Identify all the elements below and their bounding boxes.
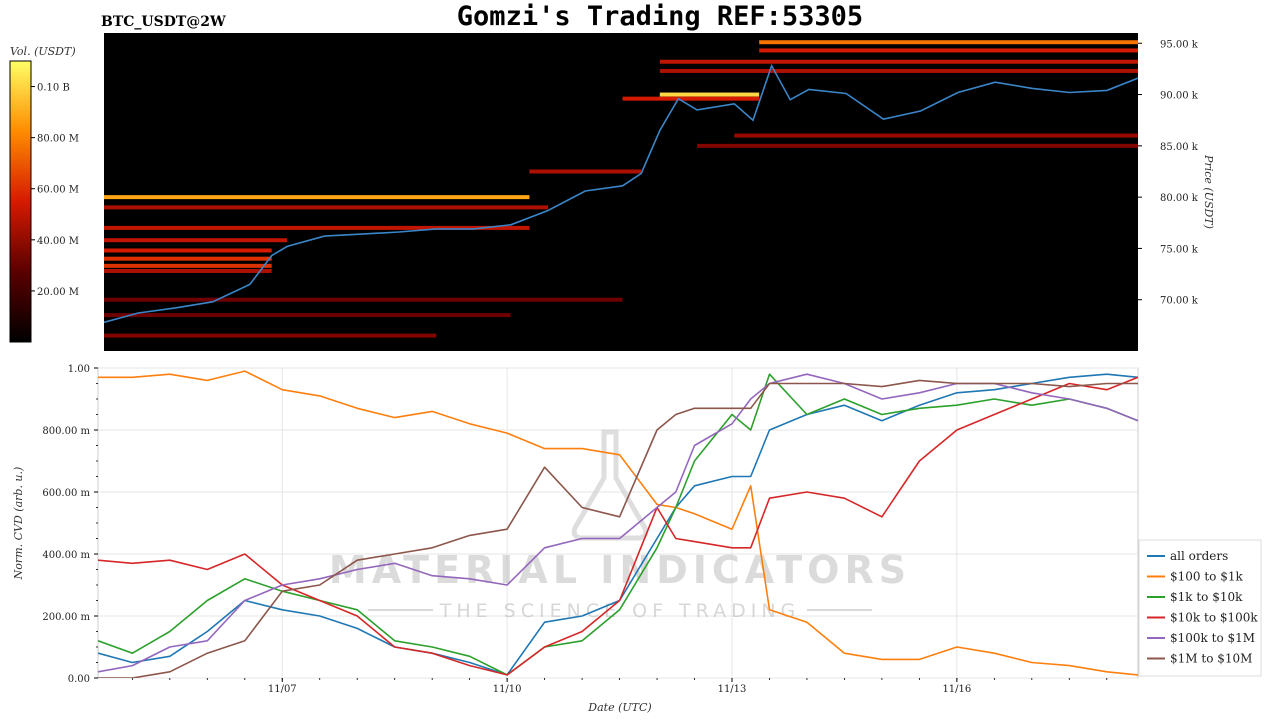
liquidity-wall [759, 48, 1138, 53]
liquidity-wall [104, 195, 530, 200]
series-line [98, 373, 1138, 676]
colorbar-tick-label: 60.00 M [37, 185, 79, 196]
legend-entry: $1k to $10k [1170, 590, 1243, 604]
liquidity-wall [104, 256, 272, 261]
liquidity-wall [659, 92, 760, 97]
cvd-tick-label: 0.00 [68, 674, 90, 685]
date-tick-label: 11/07 [268, 684, 297, 695]
legend-entry: all orders [1170, 549, 1228, 563]
price-tick-label: 70.00 k [1160, 296, 1199, 307]
colorbar-label: Vol. (USDT) [10, 45, 76, 58]
legend-entry: $100 to $1k [1170, 570, 1243, 584]
liquidity-wall [104, 333, 437, 338]
cvd-axis-label: Norm. CVD (arb. u.) [12, 467, 25, 581]
liquidity-heatmap: 70.00 k 75.00 k 80.00 k 85.00 k 90.00 k 95.00… [104, 33, 1215, 351]
cvd-tick-label: 1.00 [68, 364, 90, 375]
legend-entry: $1M to $10M [1170, 652, 1252, 666]
liquidity-wall [734, 133, 1138, 138]
cvd-plot-area [97, 367, 1139, 679]
price-axis-label: Price (USDT) [1202, 154, 1215, 229]
price-tick-label: 80.00 k [1160, 193, 1199, 204]
liquidity-wall [104, 297, 623, 302]
colorbar-tick-label: 0.10 B [37, 83, 70, 94]
liquidity-wall [104, 313, 511, 318]
liquidity-wall [659, 68, 1138, 73]
liquidity-wall [104, 248, 272, 253]
series-line [98, 379, 1138, 678]
liquidity-wall [659, 59, 1138, 64]
date-tick-label: 11/10 [493, 684, 522, 695]
cvd-tick-label: 400.00 m [42, 550, 90, 561]
liquidity-wall [104, 225, 530, 230]
colorbar: Vol. (USDT) 20.00 M 40.00 M 60.00 M 80.00 M… [9, 45, 79, 343]
page-title: Gomzi's Trading REF:53305 [457, 1, 863, 32]
symbol-label: BTC_USDT@2W [101, 14, 226, 30]
liquidity-wall [104, 263, 272, 268]
legend-entry: $10k to $100k [1170, 611, 1258, 625]
cvd-tick-label: 800.00 m [42, 426, 90, 437]
price-tick-label: 95.00 k [1160, 39, 1199, 50]
legend-box [1138, 539, 1262, 677]
flask-icon [571, 429, 649, 541]
cvd-tick-label: 200.00 m [42, 612, 90, 623]
date-axis-label: Date (UTC) [587, 701, 651, 714]
cvd-chart: MATERIAL INDICATORS THE SCIENCE OF TRADI… [12, 364, 1139, 714]
liquidity-wall [529, 169, 642, 174]
liquidity-wall [104, 238, 288, 243]
date-tick-label: 11/16 [942, 684, 971, 695]
colorbar-gradient [9, 60, 32, 343]
legend: all orders $100 to $1k $1k to $10k $10k to … [1138, 539, 1262, 677]
watermark: MATERIAL INDICATORS THE SCIENCE OF TRADI… [329, 429, 911, 622]
liquidity-wall [622, 96, 760, 101]
colorbar-tick-label: 40.00 M [37, 236, 79, 247]
watermark-subtitle: THE SCIENCE OF TRADING [439, 600, 801, 622]
price-tick-label: 85.00 k [1160, 142, 1199, 153]
price-tick-label: 75.00 k [1160, 244, 1199, 255]
watermark-title: MATERIAL INDICATORS [329, 548, 911, 592]
liquidity-wall [104, 205, 549, 210]
liquidity-wall [759, 40, 1138, 45]
price-tick-label: 90.00 k [1160, 91, 1199, 102]
colorbar-tick-label: 80.00 M [37, 134, 79, 145]
legend-entry: $100k to $1M [1170, 631, 1255, 645]
heatmap-background [104, 33, 1138, 351]
series-line [98, 370, 1138, 676]
price-line [104, 63, 1138, 324]
colorbar-tick-label: 20.00 M [37, 287, 79, 298]
date-tick-label: 11/13 [718, 684, 747, 695]
cvd-tick-label: 600.00 m [42, 488, 90, 499]
liquidity-wall [697, 143, 1138, 148]
liquidity-wall [104, 268, 272, 273]
